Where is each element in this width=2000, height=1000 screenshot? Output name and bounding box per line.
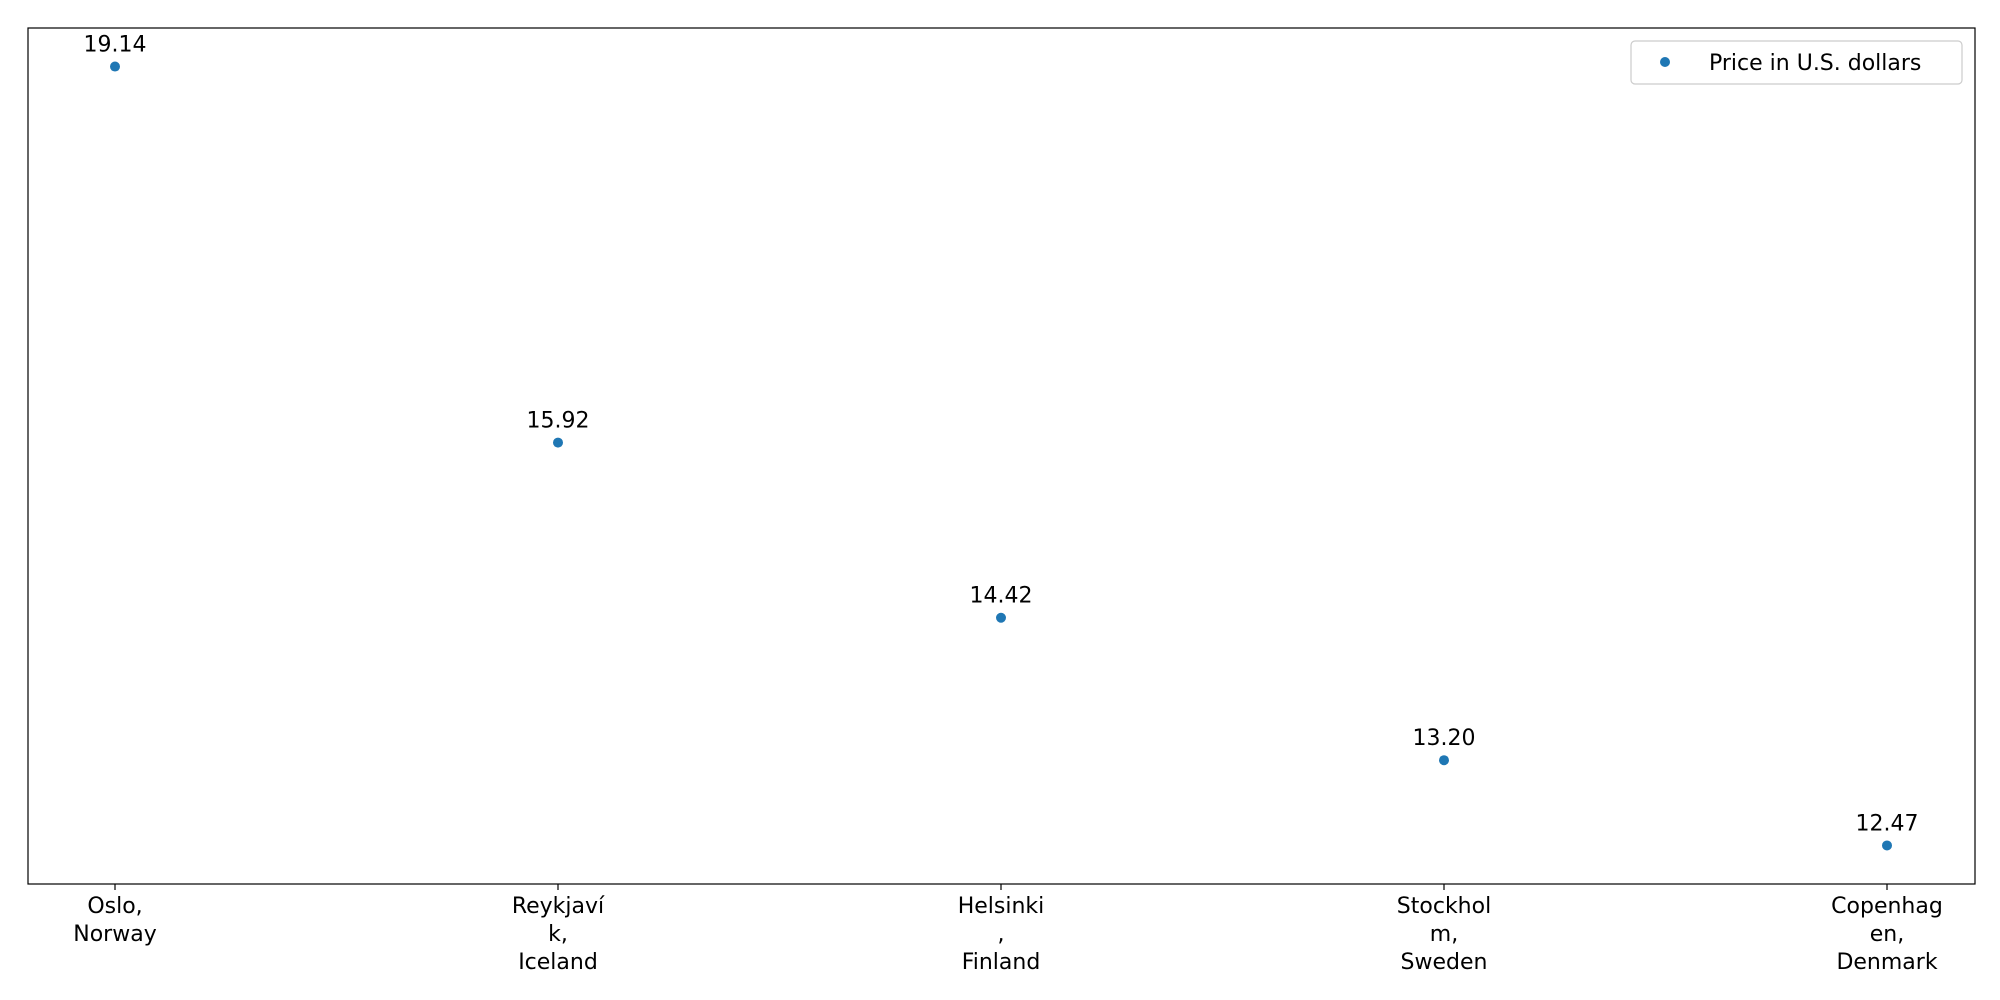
data-label: 13.20 bbox=[1413, 726, 1476, 751]
x-tick-label: Reykjaví bbox=[512, 894, 605, 919]
x-tick-label: Finland bbox=[962, 950, 1041, 975]
x-tick-label: Oslo, bbox=[87, 894, 142, 919]
data-label: 14.42 bbox=[970, 584, 1033, 609]
data-point bbox=[1882, 840, 1892, 851]
legend-marker bbox=[1660, 57, 1670, 67]
data-label: 19.14 bbox=[84, 33, 147, 58]
legend-label: Price in U.S. dollars bbox=[1709, 51, 1921, 76]
data-label: 12.47 bbox=[1856, 811, 1919, 836]
x-tick-label: k, bbox=[548, 922, 568, 947]
x-tick-label: Stockhol bbox=[1397, 894, 1491, 919]
data-point bbox=[553, 437, 563, 448]
data-label: 15.92 bbox=[527, 409, 590, 434]
x-tick-label: Norway bbox=[73, 922, 156, 947]
data-labels: 19.14 15.92 14.42 13.20 12.47 bbox=[84, 33, 1919, 837]
x-tick-label: en, bbox=[1870, 922, 1904, 947]
data-point bbox=[996, 612, 1006, 623]
legend-frame bbox=[1630, 40, 1963, 85]
x-tick-label: Copenhag bbox=[1831, 894, 1943, 919]
legend: Price in U.S. dollars bbox=[1630, 40, 1963, 85]
x-tick-label: Denmark bbox=[1836, 950, 1937, 975]
plot-frame bbox=[27, 27, 1976, 885]
scatter-points bbox=[110, 61, 1892, 851]
x-axis-ticks: Oslo, Norway Reykjaví k, Iceland Helsinki, Fin… bbox=[73, 884, 1943, 975]
x-tick-label: Helsinki bbox=[958, 894, 1045, 919]
x-tick-label: Iceland bbox=[518, 950, 598, 975]
x-tick-label: Sweden bbox=[1401, 950, 1488, 975]
x-tick-label: , bbox=[998, 922, 1005, 947]
data-point bbox=[1439, 755, 1449, 766]
data-point bbox=[110, 61, 120, 72]
x-tick-label: m, bbox=[1430, 922, 1458, 947]
